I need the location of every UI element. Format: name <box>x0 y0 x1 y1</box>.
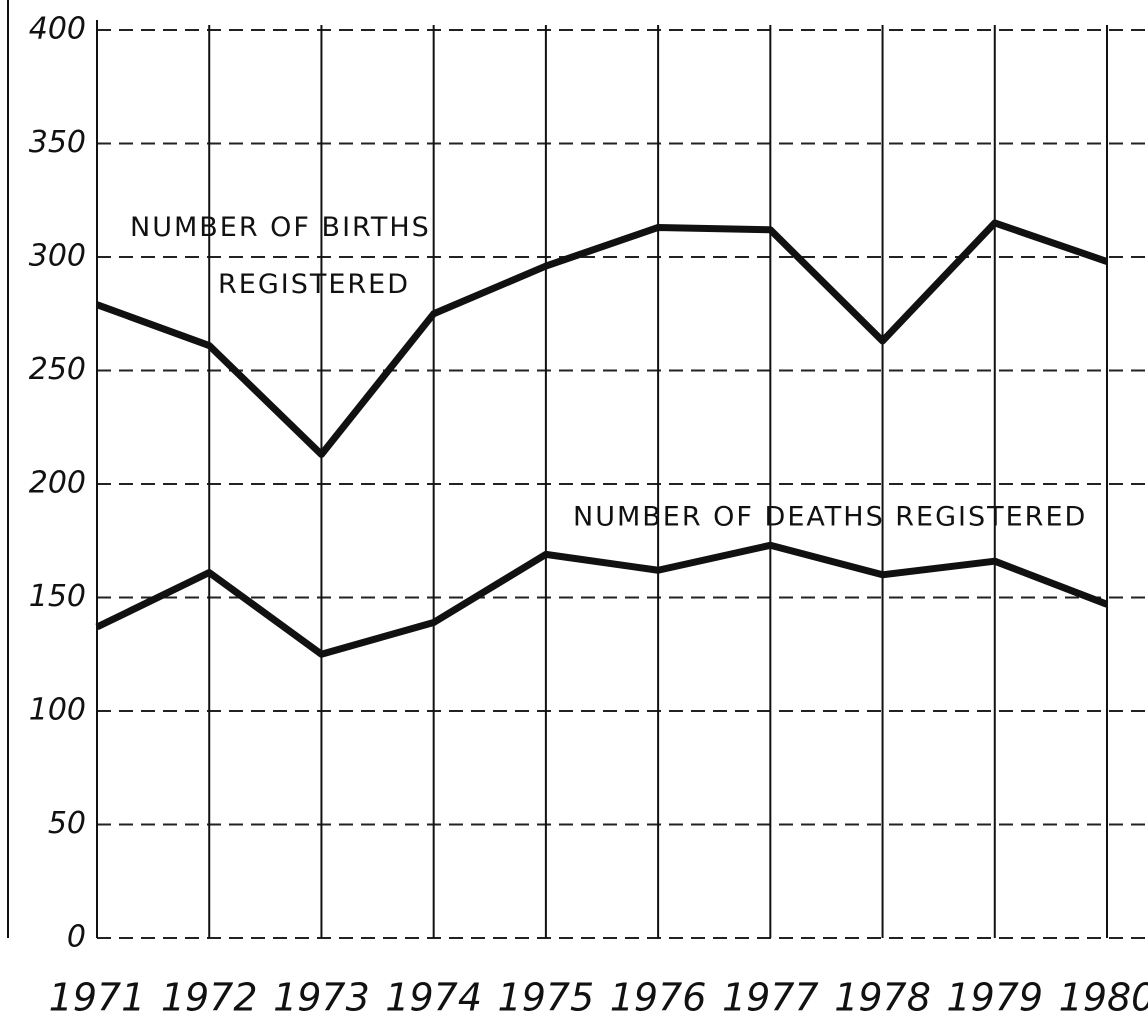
y-tick-label: 400 <box>29 12 86 47</box>
x-tick-label: 1971 <box>49 976 146 1020</box>
series-label-line: REGISTERED <box>218 269 410 300</box>
y-tick-label: 250 <box>29 352 86 387</box>
series-line <box>95 219 1109 458</box>
series-label: NUMBER OF DEATHS REGISTERED <box>573 502 1087 533</box>
x-tick-label: 1977 <box>722 976 819 1020</box>
y-tick-label: 150 <box>29 579 86 614</box>
x-tick-label: 1972 <box>161 976 258 1020</box>
y-tick-label: 200 <box>29 466 86 501</box>
x-tick-label: 1975 <box>498 976 595 1020</box>
y-tick-label: 300 <box>29 239 86 274</box>
x-tick-label: 1978 <box>834 976 931 1020</box>
y-tick-label: 100 <box>29 693 86 728</box>
y-tick-label: 0 <box>67 920 86 955</box>
y-tick-label: 350 <box>29 125 86 160</box>
series-line <box>95 541 1109 658</box>
x-tick-label: 1974 <box>385 976 482 1020</box>
x-tick-label: 1976 <box>610 976 707 1020</box>
y-tick-label: 50 <box>48 806 86 841</box>
x-tick-label: 1979 <box>946 976 1043 1020</box>
series-label: NUMBER OF BIRTHS REGISTERED <box>130 212 431 300</box>
x-tick-label: 1973 <box>273 976 370 1020</box>
x-tick-label: 1980 <box>1059 976 1148 1020</box>
series-label-line: NUMBER OF BIRTHS <box>130 212 431 243</box>
